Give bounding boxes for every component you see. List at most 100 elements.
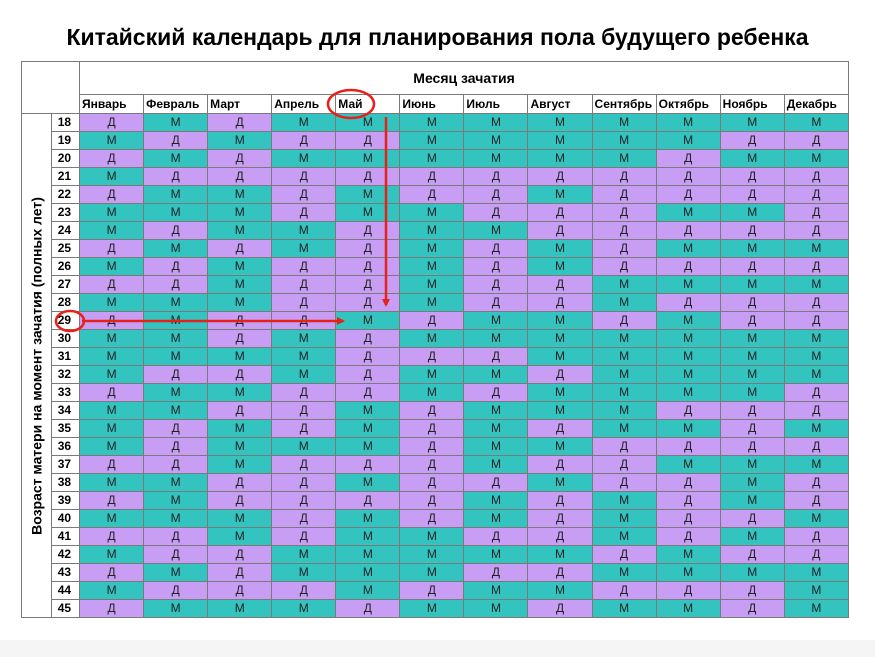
- girl-cell: Д: [719, 419, 785, 438]
- boy-cell: М: [335, 185, 401, 204]
- boy-cell: М: [335, 527, 401, 546]
- boy-cell: М: [591, 563, 657, 582]
- boy-cell: М: [335, 203, 401, 222]
- girl-cell: Д: [527, 599, 593, 618]
- boy-cell: М: [719, 275, 785, 294]
- girl-cell: Д: [463, 257, 529, 276]
- age-cell: 34: [51, 401, 81, 420]
- boy-cell: М: [335, 473, 401, 492]
- boy-cell: М: [143, 239, 209, 258]
- age-cell: 25: [51, 239, 81, 258]
- boy-cell: М: [591, 275, 657, 294]
- boy-cell: М: [591, 365, 657, 384]
- boy-cell: М: [79, 167, 145, 186]
- girl-cell: Д: [719, 185, 785, 204]
- girl-cell: Д: [655, 167, 721, 186]
- age-axis-label: Возраст матери на момент зачатия (полных…: [28, 196, 45, 535]
- girl-cell: Д: [655, 401, 721, 420]
- girl-cell: Д: [207, 491, 273, 510]
- boy-cell: М: [527, 131, 593, 150]
- age-cell: 19: [51, 131, 81, 150]
- girl-cell: Д: [655, 437, 721, 456]
- girl-cell: Д: [463, 527, 529, 546]
- boy-cell: М: [591, 329, 657, 348]
- girl-cell: Д: [527, 293, 593, 312]
- boy-cell: М: [591, 599, 657, 618]
- girl-cell: Д: [463, 167, 529, 186]
- boy-cell: М: [79, 419, 145, 438]
- boy-cell: М: [591, 149, 657, 168]
- girl-cell: Д: [79, 383, 145, 402]
- girl-cell: Д: [207, 239, 273, 258]
- girl-cell: Д: [527, 419, 593, 438]
- girl-cell: Д: [143, 581, 209, 600]
- girl-cell: Д: [271, 401, 337, 420]
- girl-cell: Д: [719, 257, 785, 276]
- boy-cell: М: [207, 599, 273, 618]
- girl-cell: Д: [79, 185, 145, 204]
- girl-cell: Д: [591, 185, 657, 204]
- girl-cell: Д: [207, 581, 273, 600]
- girl-cell: Д: [335, 131, 401, 150]
- boy-cell: М: [527, 149, 593, 168]
- boy-cell: М: [719, 491, 785, 510]
- girl-cell: Д: [143, 167, 209, 186]
- boy-cell: М: [463, 365, 529, 384]
- girl-cell: Д: [399, 401, 465, 420]
- girl-cell: Д: [271, 185, 337, 204]
- girl-cell: Д: [79, 239, 145, 258]
- boy-cell: М: [271, 563, 337, 582]
- girl-cell: Д: [79, 311, 145, 330]
- boy-cell: М: [207, 203, 273, 222]
- girl-cell: Д: [207, 401, 273, 420]
- girl-cell: Д: [143, 257, 209, 276]
- month-header: Месяц зачатия: [79, 61, 849, 95]
- boy-cell: М: [271, 221, 337, 240]
- month-label: Апрель: [271, 94, 337, 114]
- girl-cell: Д: [719, 401, 785, 420]
- page-title: Китайский календарь для планирования пол…: [66, 24, 809, 50]
- girl-cell: Д: [271, 293, 337, 312]
- table-row: 24 М Д М М Д М М Д Д Д Д Д: [22, 221, 850, 240]
- boy-cell: М: [463, 113, 529, 132]
- girl-cell: Д: [399, 581, 465, 600]
- boy-cell: М: [207, 455, 273, 474]
- girl-cell: Д: [655, 509, 721, 528]
- girl-cell: Д: [271, 419, 337, 438]
- age-cell: 30: [51, 329, 81, 348]
- girl-cell: Д: [783, 383, 850, 402]
- girl-cell: Д: [399, 185, 465, 204]
- girl-cell: Д: [79, 491, 145, 510]
- age-cell: 18: [51, 113, 81, 132]
- boy-cell: М: [143, 563, 209, 582]
- girl-cell: Д: [783, 545, 850, 564]
- girl-cell: Д: [591, 437, 657, 456]
- age-cell: 37: [51, 455, 81, 474]
- girl-cell: Д: [591, 167, 657, 186]
- table-row: Возраст матери на момент зачатия (полных…: [20, 113, 850, 618]
- boy-cell: М: [527, 383, 593, 402]
- girl-cell: Д: [591, 203, 657, 222]
- girl-cell: Д: [79, 113, 145, 132]
- boy-cell: М: [207, 293, 273, 312]
- month-label: Август: [527, 94, 593, 114]
- boy-cell: М: [79, 131, 145, 150]
- girl-cell: Д: [527, 455, 593, 474]
- table-row: 44 М Д Д Д М Д М М Д Д Д М: [22, 581, 850, 600]
- girl-cell: Д: [271, 131, 337, 150]
- boy-cell: М: [335, 311, 401, 330]
- boy-cell: М: [335, 545, 401, 564]
- girl-cell: Д: [143, 455, 209, 474]
- girl-cell: Д: [783, 311, 850, 330]
- boy-cell: М: [207, 383, 273, 402]
- boy-cell: М: [79, 473, 145, 492]
- girl-cell: Д: [399, 311, 465, 330]
- age-cell: 31: [51, 347, 81, 366]
- boy-cell: М: [335, 419, 401, 438]
- boy-cell: М: [655, 365, 721, 384]
- girl-cell: Д: [207, 365, 273, 384]
- boy-cell: М: [719, 455, 785, 474]
- girl-cell: Д: [143, 221, 209, 240]
- boy-cell: М: [719, 329, 785, 348]
- boy-cell: М: [399, 257, 465, 276]
